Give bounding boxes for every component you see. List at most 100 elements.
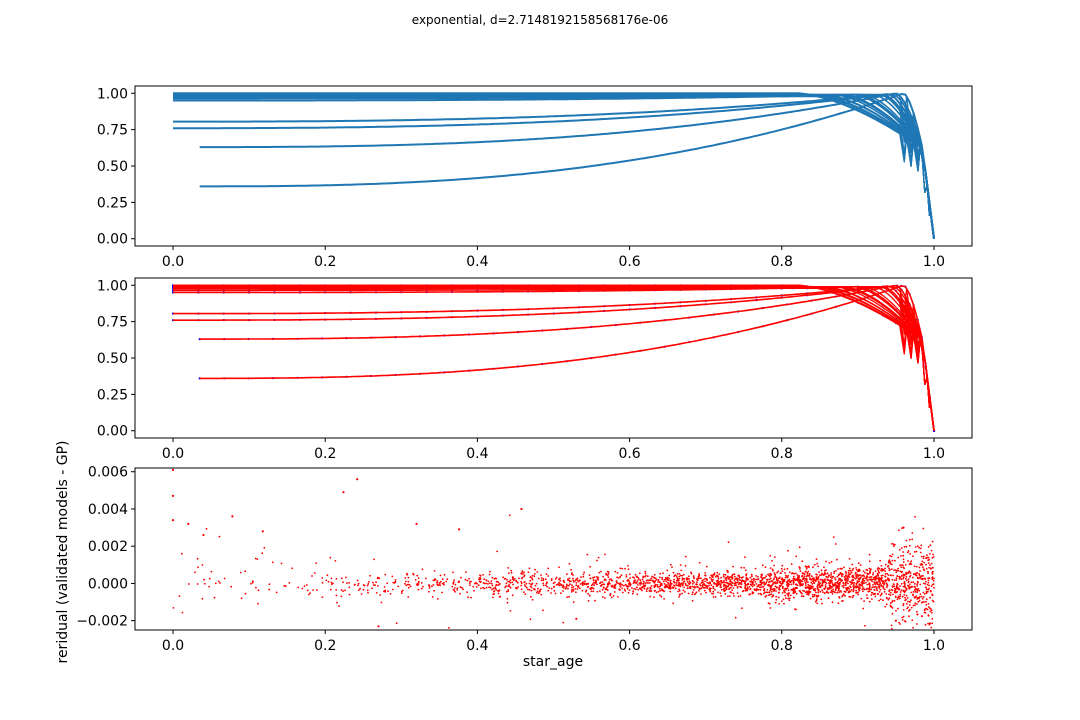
residual-point xyxy=(712,576,714,578)
residual-point xyxy=(832,536,835,538)
residual-point xyxy=(634,579,636,581)
residual-point xyxy=(698,573,700,575)
residual-point xyxy=(886,584,889,587)
residual-point xyxy=(288,582,291,584)
residual-point xyxy=(717,591,719,594)
residual-point xyxy=(806,572,809,575)
residual-point xyxy=(841,600,843,602)
residual-point xyxy=(834,591,836,594)
residual-point xyxy=(604,597,606,599)
residual-point xyxy=(359,587,361,590)
residual-outlier-point xyxy=(415,522,418,526)
residual-point xyxy=(714,588,716,591)
residual-point xyxy=(687,592,690,595)
residual-point xyxy=(804,591,807,594)
residual-point xyxy=(342,581,344,583)
residual-point xyxy=(733,595,735,597)
residual-point xyxy=(925,604,928,606)
residual-point xyxy=(603,591,606,594)
residual-point xyxy=(794,586,797,589)
residual-point xyxy=(768,578,771,581)
residual-point xyxy=(719,586,722,589)
residual-point xyxy=(507,580,509,583)
residual-point xyxy=(799,568,801,570)
residual-point xyxy=(874,578,876,580)
residual-point xyxy=(536,590,539,593)
residual-point xyxy=(922,568,925,570)
residual-point xyxy=(928,577,931,580)
residual-point xyxy=(874,575,877,578)
residual-point xyxy=(866,579,869,582)
bottom-y-tick-label: −0.002 xyxy=(76,614,128,630)
residual-point xyxy=(871,580,873,583)
residual-point xyxy=(852,567,855,570)
residual-point xyxy=(477,584,480,587)
residual-point xyxy=(775,577,778,580)
residual-point xyxy=(728,587,731,590)
residual-point xyxy=(662,580,665,583)
residual-point xyxy=(928,587,930,590)
residual-point xyxy=(772,594,775,597)
residual-point xyxy=(540,579,543,582)
residual-point xyxy=(723,579,725,582)
x-axis-label: star_age xyxy=(523,654,583,670)
residual-point xyxy=(627,591,630,594)
residual-point xyxy=(498,583,501,586)
residual-point xyxy=(870,578,873,581)
residual-point xyxy=(428,587,431,589)
residual-point xyxy=(790,563,793,565)
residual-point xyxy=(755,587,758,590)
residual-point xyxy=(639,587,642,590)
residual-point xyxy=(851,563,854,566)
residual-point xyxy=(639,579,642,582)
residual-point xyxy=(284,585,287,588)
residual-point xyxy=(527,588,529,591)
residual-point xyxy=(917,587,920,590)
residual-point xyxy=(880,593,883,596)
residual-point xyxy=(819,585,822,588)
residual-point xyxy=(811,595,814,598)
residual-point xyxy=(509,582,512,584)
residual-point xyxy=(744,580,747,582)
residual-point xyxy=(916,585,919,587)
residual-point xyxy=(428,584,430,587)
residual-point xyxy=(223,577,226,580)
residual-point xyxy=(591,583,594,586)
residual-point xyxy=(722,573,725,576)
residual-point xyxy=(791,588,793,591)
residual-point xyxy=(520,580,523,583)
residual-point xyxy=(375,592,378,594)
residual-point xyxy=(757,584,760,587)
residual-point xyxy=(722,575,725,578)
residual-point xyxy=(478,578,480,581)
residual-outlier-point xyxy=(171,468,175,471)
residual-point xyxy=(493,590,496,593)
residual-point xyxy=(850,571,853,574)
residual-point xyxy=(575,582,578,584)
residual-point xyxy=(348,582,350,584)
residual-point xyxy=(761,564,764,567)
residual-point xyxy=(825,569,827,571)
residual-point xyxy=(625,574,628,576)
residual-point xyxy=(468,582,471,584)
residual-point xyxy=(530,583,532,586)
residual-point xyxy=(504,586,506,589)
residual-point xyxy=(779,572,782,574)
residual-point xyxy=(904,596,906,599)
residual-point xyxy=(903,567,905,570)
residual-point xyxy=(851,582,854,585)
residual-point xyxy=(810,581,813,584)
residual-point xyxy=(574,588,577,590)
residual-point xyxy=(579,583,582,585)
residual-point xyxy=(733,584,736,587)
residual-point xyxy=(565,583,568,586)
residual-point xyxy=(544,578,547,581)
residual-point xyxy=(868,578,871,581)
residual-point xyxy=(635,586,638,589)
residual-point xyxy=(888,561,890,564)
residual-point xyxy=(740,583,743,586)
residual-point xyxy=(518,577,520,580)
residual-point xyxy=(666,579,669,581)
residual-point xyxy=(436,580,439,582)
residual-point xyxy=(786,576,789,579)
